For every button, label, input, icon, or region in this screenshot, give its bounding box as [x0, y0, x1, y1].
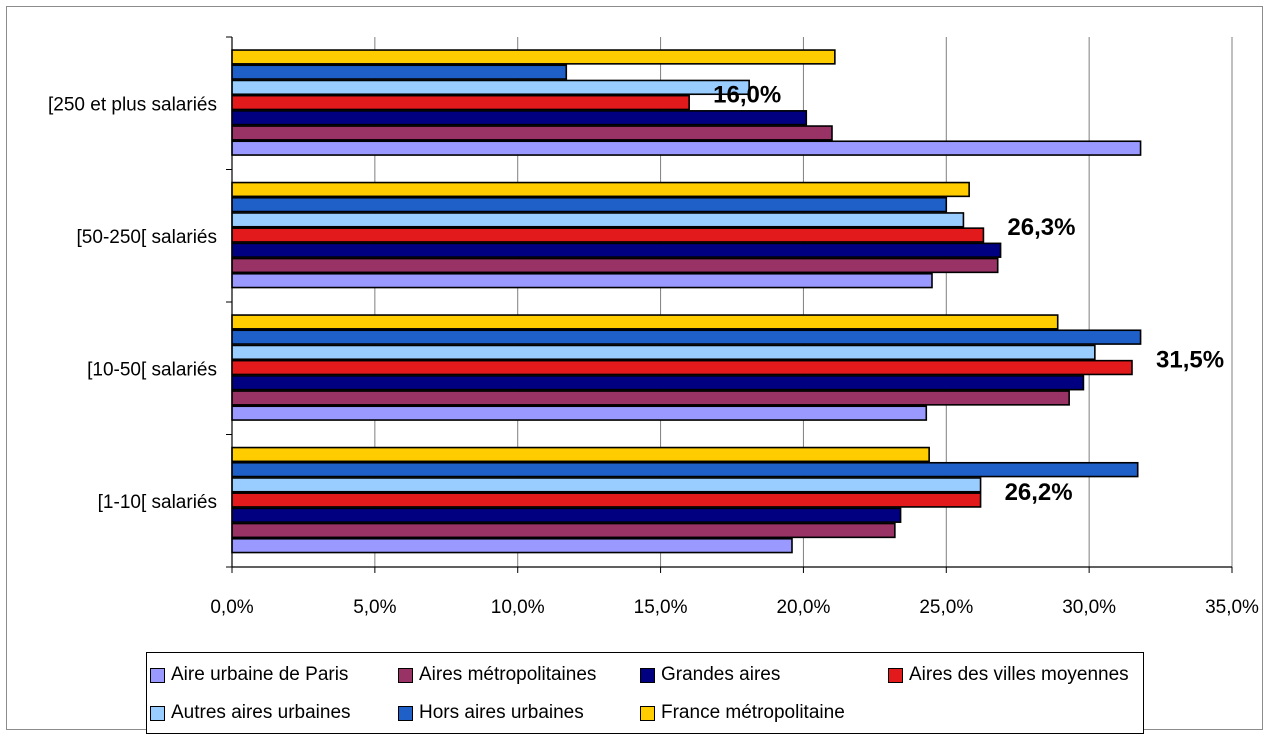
legend-label: France métropolitaine: [661, 702, 845, 723]
bar: [231, 405, 928, 421]
bar: [231, 507, 902, 523]
data-label: 31,5%: [1156, 347, 1224, 374]
legend-item: Hors aires urbaines: [398, 702, 584, 724]
legend-item: France métropolitaine: [640, 702, 845, 724]
legend-label: Aire urbaine de Paris: [171, 664, 349, 685]
legend-label: Grandes aires: [661, 664, 781, 685]
legend-item: Aire urbaine de Paris: [150, 664, 348, 686]
bar: [231, 272, 933, 289]
legend-label: Hors aires urbaines: [419, 702, 584, 723]
bar: [231, 140, 1142, 156]
legend-swatch: [150, 705, 165, 721]
bar: [231, 257, 999, 274]
legend-swatch: [150, 667, 165, 683]
bar: [231, 390, 1070, 406]
chart-legend: Aire urbaine de Paris Aires métropolitain…: [146, 652, 1144, 734]
bar: [231, 461, 1139, 478]
bar: [231, 79, 750, 96]
bar: [231, 477, 982, 493]
bar: [231, 492, 982, 508]
legend-item: Aires des villes moyennes: [888, 664, 1129, 686]
category-label: [10-50[ salariés: [87, 359, 217, 380]
category-label: [250 et plus salariés: [48, 94, 217, 115]
x-tick-label: 15,0%: [634, 597, 688, 618]
data-label: 26,3%: [1007, 214, 1075, 241]
legend-swatch: [640, 667, 655, 683]
bar: [231, 227, 985, 243]
legend-label: Aires des villes moyennes: [909, 664, 1129, 685]
bar: [231, 344, 1096, 361]
bar: [231, 181, 970, 198]
x-tick-label: 5,0%: [353, 597, 396, 618]
data-label: 16,0%: [713, 82, 781, 109]
bar: [231, 49, 836, 65]
legend-item: Autres aires urbaines: [150, 702, 351, 724]
legend-item: Grandes aires: [640, 664, 780, 686]
bar: [231, 375, 1085, 391]
x-tick-label: 20,0%: [776, 597, 830, 618]
x-tick-label: 30,0%: [1062, 597, 1116, 618]
legend-label: Autres aires urbaines: [171, 702, 351, 723]
category-label: [50-250[ salariés: [77, 227, 217, 248]
legend-swatch: [888, 667, 903, 683]
x-tick-label: 35,0%: [1205, 597, 1259, 618]
bar: [231, 242, 1002, 258]
bar: [231, 94, 690, 111]
category-label: [1-10[ salariés: [98, 492, 217, 513]
bar: [231, 64, 568, 80]
bar: [231, 537, 793, 554]
legend-swatch: [640, 705, 655, 721]
bar: [231, 446, 930, 463]
bar: [231, 110, 808, 126]
data-label: 26,2%: [1005, 479, 1073, 506]
bar: [231, 196, 948, 213]
legend-item: Aires métropolitaines: [398, 664, 596, 686]
legend-swatch: [398, 705, 413, 721]
x-tick-label: 10,0%: [491, 597, 545, 618]
bar: [231, 212, 965, 228]
x-tick-label: 25,0%: [919, 597, 973, 618]
legend-label: Aires métropolitaines: [419, 664, 597, 685]
x-tick-label: 0,0%: [210, 597, 253, 618]
bar: [231, 359, 1133, 376]
bar: [231, 329, 1142, 345]
bar: [231, 125, 833, 141]
bar: [231, 522, 896, 539]
legend-swatch: [398, 667, 413, 683]
bar: [231, 314, 1059, 330]
